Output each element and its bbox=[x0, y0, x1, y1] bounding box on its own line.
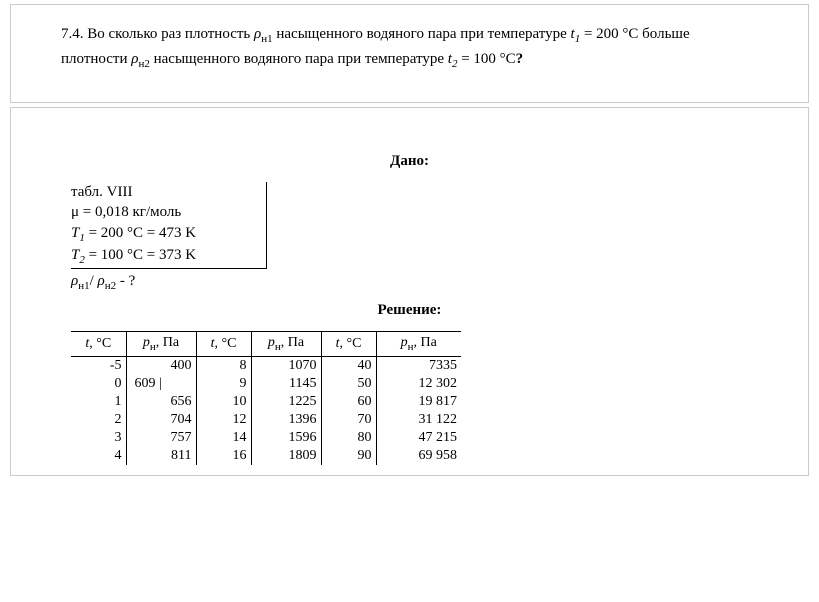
cell: 40 bbox=[321, 356, 376, 375]
col-header-t: t, °C bbox=[321, 332, 376, 357]
cell: 90 bbox=[321, 447, 376, 465]
question-mark: ? bbox=[516, 51, 524, 67]
cell: 1396 bbox=[251, 411, 321, 429]
given-line: T2 = 100 °C = 373 K bbox=[71, 245, 196, 268]
col-header-p: pн, Па bbox=[376, 332, 461, 357]
cell: 9 bbox=[196, 375, 251, 393]
header-unit: , Па bbox=[414, 335, 437, 350]
header-symbol: p bbox=[268, 335, 275, 350]
cell: 16 bbox=[196, 447, 251, 465]
subscript-n2: н2 bbox=[105, 280, 116, 292]
table-row: 0 609 | 9 1145 50 12 302 bbox=[71, 375, 461, 393]
cell: 7335 bbox=[376, 356, 461, 375]
table-body: -5 400 8 1070 40 7335 0 609 | 9 1145 50 … bbox=[71, 356, 461, 465]
problem-text: насыщенного водяного пара при температур… bbox=[273, 26, 571, 42]
cell: 80 bbox=[321, 429, 376, 447]
cell: 1070 bbox=[251, 356, 321, 375]
cell: 50 bbox=[321, 375, 376, 393]
header-unit: , °C bbox=[214, 336, 236, 351]
subscript-n2: н2 bbox=[138, 58, 149, 70]
cell: 31 122 bbox=[376, 411, 461, 429]
problem-block: 7.4. Во сколько раз плотность ρн1 насыще… bbox=[10, 4, 809, 103]
cell: 60 bbox=[321, 393, 376, 411]
cell: 1 bbox=[71, 393, 126, 411]
solution-block: Дано: табл. VIII μ = 0,018 кг/моль T1 = … bbox=[10, 107, 809, 476]
cell: 47 215 bbox=[376, 429, 461, 447]
question-end: - ? bbox=[116, 273, 135, 289]
cell: 757 bbox=[126, 429, 196, 447]
col-header-t: t, °C bbox=[71, 332, 126, 357]
given-line: μ = 0,018 кг/моль bbox=[71, 202, 196, 222]
line-text: = 200 °C = 473 K bbox=[85, 225, 196, 241]
header-unit: , Па bbox=[281, 335, 304, 350]
given-box: табл. VIII μ = 0,018 кг/моль T1 = 200 °C… bbox=[71, 182, 267, 294]
table-row: 2 704 12 1396 70 31 122 bbox=[71, 411, 461, 429]
cell: 4 bbox=[71, 447, 126, 465]
cell: 12 302 bbox=[376, 375, 461, 393]
slash: / bbox=[90, 273, 98, 289]
cell: 2 bbox=[71, 411, 126, 429]
cell: 0 bbox=[71, 375, 126, 393]
cell: 70 bbox=[321, 411, 376, 429]
cell: 1145 bbox=[251, 375, 321, 393]
col-header-t: t, °C bbox=[196, 332, 251, 357]
cell: 1225 bbox=[251, 393, 321, 411]
col-header-p: pн, Па bbox=[251, 332, 321, 357]
cell: 10 bbox=[196, 393, 251, 411]
header-symbol: p bbox=[143, 335, 150, 350]
cell: 14 bbox=[196, 429, 251, 447]
table-row: 1 656 10 1225 60 19 817 bbox=[71, 393, 461, 411]
problem-number: 7.4. bbox=[61, 26, 84, 42]
subscript-n1: н1 bbox=[261, 33, 272, 45]
col-header-p: pн, Па bbox=[126, 332, 196, 357]
table-header-row: t, °C pн, Па t, °C pн, Па t, °C pн, Па bbox=[71, 332, 461, 357]
line-text: = 100 °C = 373 K bbox=[85, 247, 196, 263]
header-unit: , Па bbox=[156, 335, 179, 350]
given-question: ρн1/ ρн2 - ? bbox=[71, 268, 267, 294]
subscript-n1: н1 bbox=[78, 280, 89, 292]
solution-heading: Решение: bbox=[61, 302, 758, 319]
cell: 704 bbox=[126, 411, 196, 429]
header-symbol: p bbox=[401, 335, 408, 350]
cell: 69 958 bbox=[376, 447, 461, 465]
cell: 656 bbox=[126, 393, 196, 411]
cell: 400 bbox=[126, 356, 196, 375]
given-container: табл. VIII μ = 0,018 кг/моль T1 = 200 °C… bbox=[61, 182, 758, 294]
table-row: 3 757 14 1596 80 47 215 bbox=[71, 429, 461, 447]
table-row: -5 400 8 1070 40 7335 bbox=[71, 356, 461, 375]
table-row: 4 811 16 1809 90 69 958 bbox=[71, 447, 461, 465]
header-unit: , °C bbox=[339, 336, 361, 351]
cell: 1809 bbox=[251, 447, 321, 465]
problem-text: = 100 °C bbox=[457, 51, 515, 67]
problem-statement: 7.4. Во сколько раз плотность ρн1 насыще… bbox=[61, 23, 758, 72]
symbol-rho: ρ bbox=[98, 273, 105, 289]
cell: 1596 bbox=[251, 429, 321, 447]
cell: 19 817 bbox=[376, 393, 461, 411]
data-table: t, °C pн, Па t, °C pн, Па t, °C pн, Па -… bbox=[71, 331, 461, 465]
given-line: табл. VIII bbox=[71, 182, 196, 202]
problem-text: насыщенного водяного пара при температур… bbox=[150, 51, 448, 67]
given-content: табл. VIII μ = 0,018 кг/моль T1 = 200 °C… bbox=[71, 182, 267, 268]
cell: 12 bbox=[196, 411, 251, 429]
header-unit: , °C bbox=[89, 336, 111, 351]
cell: 811 bbox=[126, 447, 196, 465]
given-line: T1 = 200 °C = 473 K bbox=[71, 223, 196, 246]
problem-text: Во сколько раз плотность bbox=[87, 26, 254, 42]
given-heading: Дано: bbox=[61, 153, 758, 170]
cell: 609 | bbox=[126, 375, 196, 393]
cell: 3 bbox=[71, 429, 126, 447]
cell: 8 bbox=[196, 356, 251, 375]
cell: -5 bbox=[71, 356, 126, 375]
